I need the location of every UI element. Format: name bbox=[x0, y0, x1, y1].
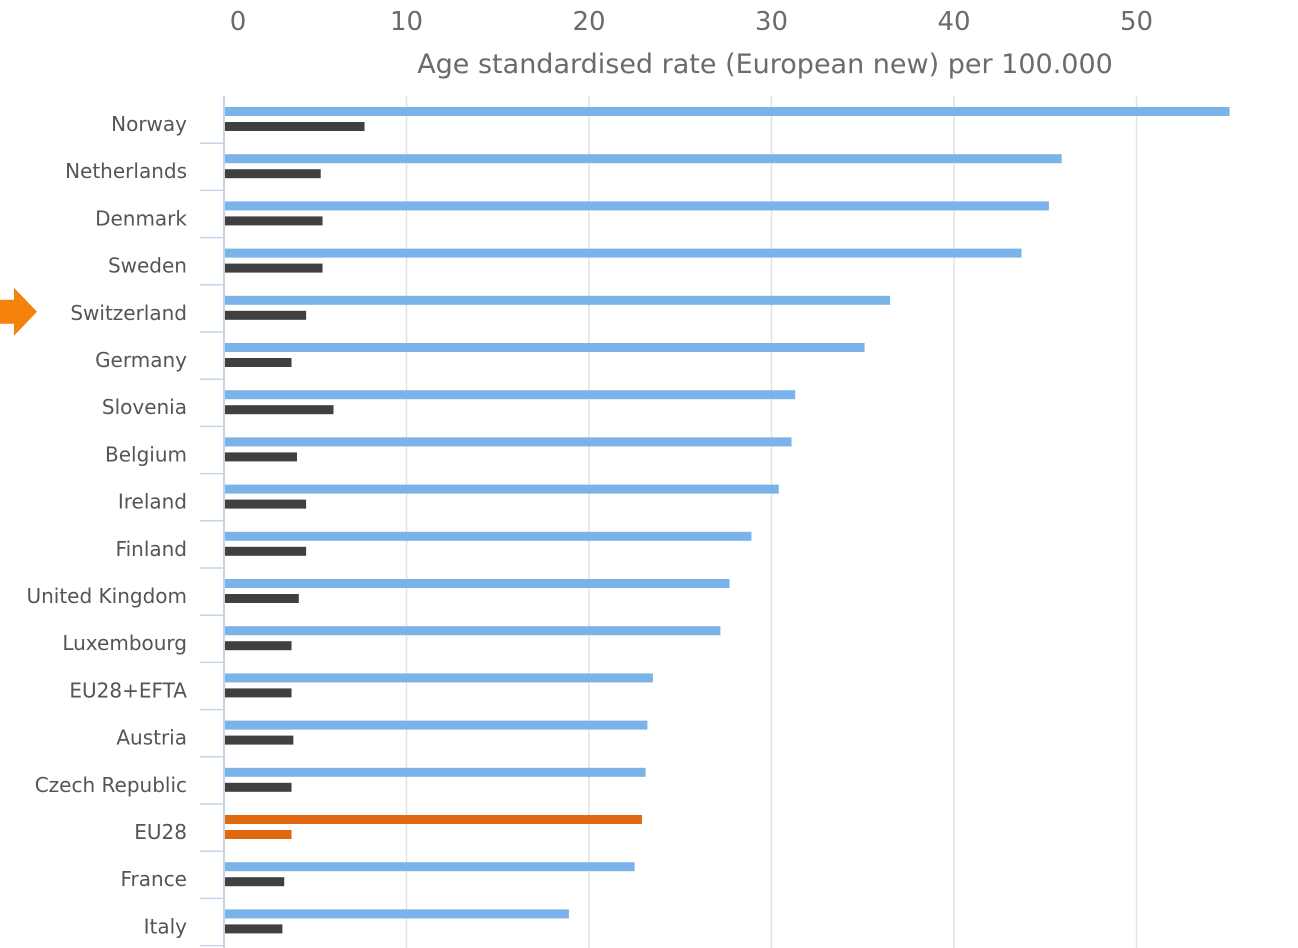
bar-series-2 bbox=[224, 405, 334, 415]
highlight-arrow-icon bbox=[0, 287, 37, 336]
category-label: Belgium bbox=[105, 442, 187, 466]
bar-series-1 bbox=[224, 626, 721, 636]
category-label: Czech Republic bbox=[35, 773, 187, 797]
category-label: Austria bbox=[116, 726, 187, 750]
category-label: EU28+EFTA bbox=[69, 678, 187, 702]
category-label: Denmark bbox=[95, 206, 187, 230]
category-label: Finland bbox=[116, 537, 187, 561]
category-label: France bbox=[120, 867, 187, 891]
bar-series-2 bbox=[224, 830, 292, 839]
category-label: Italy bbox=[144, 914, 188, 938]
bar-series-1 bbox=[224, 720, 648, 730]
category-label: United Kingdom bbox=[26, 584, 187, 608]
x-axis-ticks: 0102030405060 bbox=[230, 7, 1153, 37]
category-label: Sweden bbox=[108, 254, 187, 278]
bars bbox=[224, 107, 1230, 934]
bar-series-1 bbox=[224, 343, 865, 352]
x-tick-label: 10 bbox=[390, 7, 423, 37]
bar-series-2 bbox=[224, 358, 292, 367]
bar-series-1 bbox=[224, 390, 796, 400]
bar-series-1 bbox=[224, 437, 792, 447]
category-label: EU28 bbox=[134, 820, 187, 844]
category-label: Luxembourg bbox=[62, 631, 187, 655]
bar-series-2 bbox=[224, 594, 299, 603]
x-tick-label: 50 bbox=[1120, 7, 1153, 37]
bar-series-2 bbox=[224, 641, 292, 651]
x-tick-label: 0 bbox=[230, 7, 247, 37]
bar-series-2 bbox=[224, 546, 307, 556]
bar-series-2 bbox=[224, 263, 323, 273]
category-label: Ireland bbox=[118, 490, 187, 514]
bar-series-1 bbox=[224, 909, 569, 919]
bar-series-2 bbox=[224, 688, 292, 698]
category-label: Norway bbox=[111, 112, 187, 136]
bar-series-2 bbox=[224, 452, 297, 462]
bar-series-2 bbox=[224, 782, 292, 792]
bar-series-2 bbox=[224, 924, 283, 934]
bar-series-1 bbox=[224, 107, 1230, 116]
category-label: Netherlands bbox=[65, 159, 187, 183]
category-label: Switzerland bbox=[70, 301, 187, 325]
bar-series-1 bbox=[224, 531, 752, 541]
bar-series-2 bbox=[224, 216, 323, 226]
bar-series-2 bbox=[224, 499, 307, 509]
bar-series-1 bbox=[224, 815, 642, 824]
x-tick-label: 20 bbox=[572, 7, 605, 37]
bar-series-2 bbox=[224, 169, 321, 179]
y-axis bbox=[200, 96, 225, 948]
bar-series-1 bbox=[224, 201, 1049, 211]
bar-series-2 bbox=[224, 735, 294, 745]
bar-series-1 bbox=[224, 767, 646, 777]
category-labels: Norway Netherlands Denmark Sweden Switzerlan… bbox=[26, 112, 187, 938]
x-tick-label: 40 bbox=[937, 7, 970, 37]
bar-series-2 bbox=[224, 877, 285, 887]
gridlines bbox=[405, 96, 1138, 948]
bar-series-2 bbox=[224, 122, 365, 131]
bar-series-1 bbox=[224, 673, 653, 683]
bar-series-1 bbox=[224, 295, 891, 305]
x-tick-label: 30 bbox=[755, 7, 788, 37]
x-axis-title: Age standardised rate (European new) per… bbox=[417, 49, 1113, 80]
bar-series-2 bbox=[224, 310, 307, 320]
bar-series-1 bbox=[224, 862, 635, 872]
bar-series-1 bbox=[224, 248, 1022, 258]
category-label: Germany bbox=[95, 348, 187, 372]
bar-series-1 bbox=[224, 484, 779, 494]
category-label: Slovenia bbox=[102, 395, 187, 419]
bar-series-1 bbox=[224, 579, 730, 588]
bar-series-1 bbox=[224, 154, 1062, 164]
